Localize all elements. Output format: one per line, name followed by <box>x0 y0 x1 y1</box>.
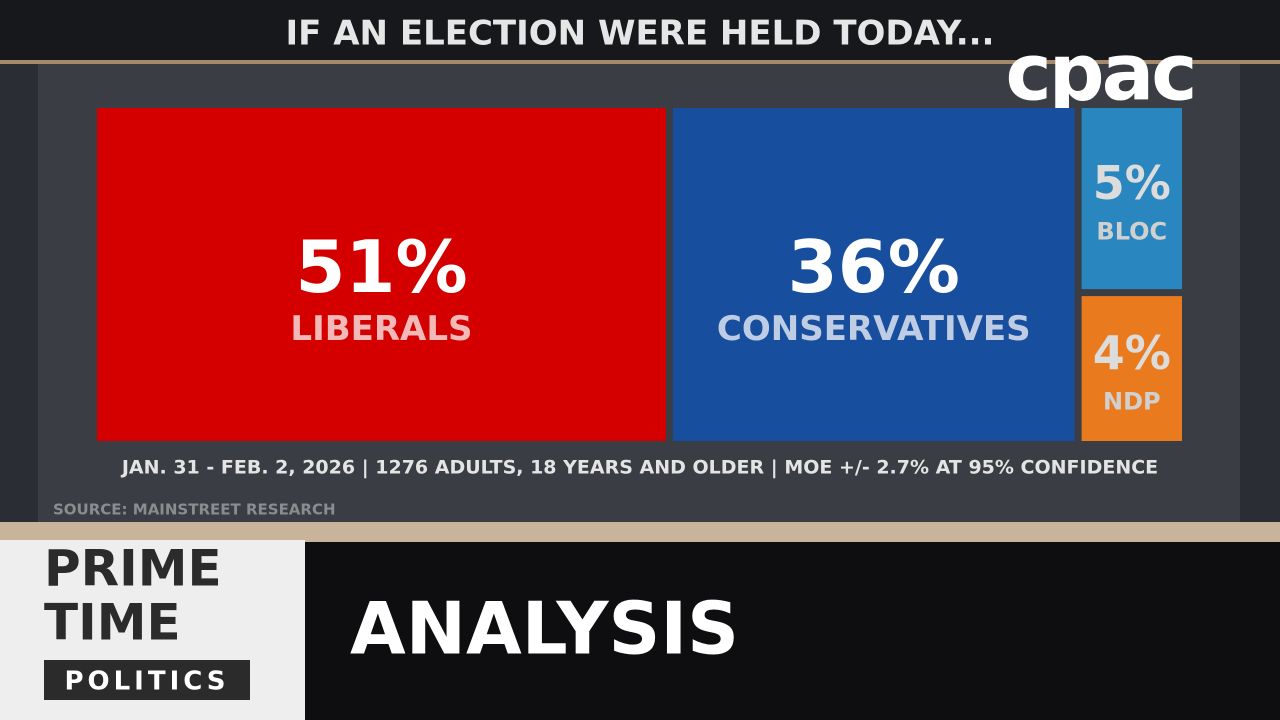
segment-panel <box>305 542 1280 720</box>
chart-source: SOURCE: MAINSTREET RESEARCH <box>53 501 336 519</box>
tile-label: CONSERVATIVES <box>717 309 1031 349</box>
show-logo-line: POLITICS <box>64 667 229 697</box>
tile-value: 5% <box>1093 156 1171 210</box>
show-logo-line: TIME <box>44 594 181 652</box>
segment-title: ANALYSIS <box>350 587 739 671</box>
show-logo-line: PRIME <box>44 540 222 598</box>
title-rule <box>0 60 1280 64</box>
chart-title: IF AN ELECTION WERE HELD TODAY... <box>286 14 995 54</box>
chart-note: JAN. 31 - FEB. 2, 2026 | 1276 ADULTS, 18… <box>120 457 1158 479</box>
tile-label: LIBERALS <box>290 309 472 349</box>
treemap-tile <box>1081 108 1182 290</box>
tile-label: NDP <box>1103 388 1161 416</box>
treemap-tile <box>672 108 1075 441</box>
channel-logo: cpac <box>1006 28 1195 118</box>
show-logo-badge <box>44 660 250 700</box>
divider-strip <box>0 522 1280 542</box>
treemap-tile <box>1081 296 1182 441</box>
tile-value: 4% <box>1093 326 1171 380</box>
treemap-tile <box>97 108 666 441</box>
tile-value: 51% <box>295 225 467 309</box>
title-bar <box>0 0 1280 60</box>
tile-label: BLOC <box>1096 218 1167 246</box>
tile-value: 36% <box>788 225 960 309</box>
